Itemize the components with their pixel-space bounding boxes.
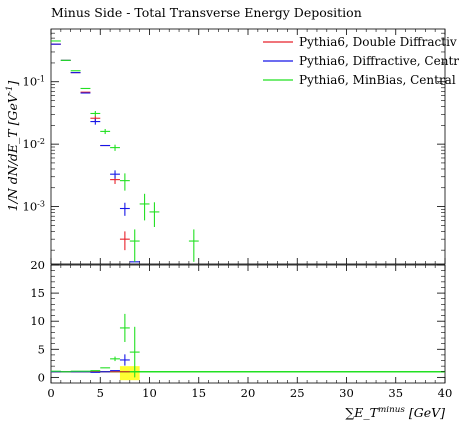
ratio-series-pythia6-minbias-central bbox=[51, 313, 140, 378]
x-tick-label: 35 bbox=[388, 386, 403, 400]
point-pythia6-diffractive-centr bbox=[110, 170, 120, 179]
ratio-band-layer bbox=[119, 366, 140, 381]
point-pythia6-minbias-central bbox=[100, 128, 111, 135]
y-tick-label-main: 10-3 bbox=[23, 199, 45, 214]
point-pythia6-minbias-central bbox=[139, 193, 150, 221]
ratio-band-0 bbox=[119, 366, 140, 381]
x-tick-label: 40 bbox=[438, 386, 453, 400]
series-main-layer bbox=[51, 40, 199, 263]
legend-label-pythia6-minbias-central: Pythia6, MinBias, Central bbox=[299, 73, 456, 87]
ratio-point-pythia6-minbias-central bbox=[129, 326, 140, 378]
point-pythia6-minbias-central bbox=[110, 144, 120, 151]
y-ticks-main: 10-1 10-2 10-3 bbox=[23, 32, 445, 251]
x-tick-label: 15 bbox=[191, 386, 206, 400]
y-tick-label-ratio: 15 bbox=[30, 286, 45, 300]
legend: Pythia6, Double Diffractiv Pythia6, Diffr… bbox=[263, 35, 459, 87]
series-ratio-layer bbox=[51, 313, 140, 378]
point-pythia6-diffractive-centr bbox=[119, 202, 130, 216]
ratio-point-pythia6-minbias-central bbox=[110, 356, 120, 362]
ratio-point-pythia6-minbias-central bbox=[119, 313, 130, 342]
point-pythia6-minbias-central bbox=[188, 229, 199, 262]
y-ticks-ratio: 0 5 10 15 20 bbox=[30, 258, 445, 384]
x-tick-label: 30 bbox=[339, 386, 354, 400]
x-tick-label: 10 bbox=[142, 386, 157, 400]
ratio-point-pythia6-diffractive-centr bbox=[119, 354, 130, 366]
y-axis-label: 1/N dN/dE_T [GeV-1] bbox=[5, 81, 20, 212]
y-tick-label-ratio: 20 bbox=[30, 258, 45, 272]
series-pythia6-minbias-central bbox=[51, 40, 199, 262]
y-tick-label-ratio: 10 bbox=[30, 314, 45, 328]
x-axis-label: ∑E_Tminus [GeV] bbox=[345, 405, 445, 420]
legend-label-pythia6-double-diffractiv: Pythia6, Double Diffractiv bbox=[299, 35, 457, 49]
point-pythia6-minbias-central bbox=[90, 110, 101, 117]
point-pythia6-minbias-central bbox=[119, 173, 130, 191]
ratio-series-pythia6-diffractive-centr bbox=[51, 354, 130, 373]
series-pythia6-diffractive-centr bbox=[51, 43, 140, 263]
y-tick-label-main: 10-2 bbox=[23, 137, 45, 152]
x-tick-label: 25 bbox=[290, 386, 305, 400]
y-tick-label-ratio: 0 bbox=[38, 370, 45, 384]
y-tick-label-ratio: 5 bbox=[38, 342, 45, 356]
legend-label-pythia6-diffractive-centr: Pythia6, Diffractive, Centr bbox=[299, 54, 459, 68]
x-ticks-main bbox=[50, 29, 446, 264]
x-ticks-ratio: 0 5 10 15 20 25 30 35 40 bbox=[47, 265, 452, 400]
y-tick-label-main: 10-1 bbox=[23, 74, 45, 89]
x-tick-label: 5 bbox=[97, 386, 104, 400]
ratio-plot-frame bbox=[50, 264, 446, 384]
x-tick-label: 20 bbox=[241, 386, 256, 400]
point-pythia6-double-diffractiv bbox=[119, 231, 130, 251]
point-pythia6-minbias-central bbox=[129, 229, 140, 262]
chart-title: Minus Side - Total Transverse Energy Dep… bbox=[51, 5, 362, 20]
point-pythia6-minbias-central bbox=[149, 202, 160, 228]
x-tick-label: 0 bbox=[47, 386, 54, 400]
point-pythia6-diffractive-centr bbox=[90, 118, 101, 125]
